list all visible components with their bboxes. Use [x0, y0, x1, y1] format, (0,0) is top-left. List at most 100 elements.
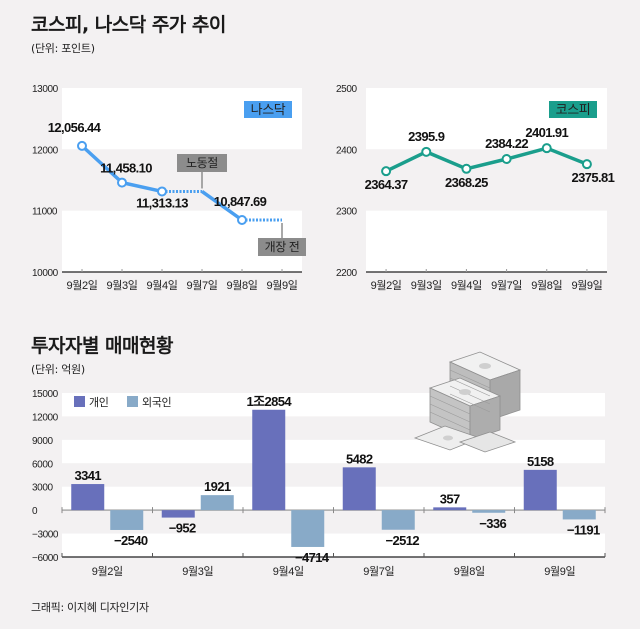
nasdaq-data-label: 11,458.10: [100, 161, 152, 176]
x-tick-label: 9월7일: [363, 564, 394, 578]
nasdaq-line: [200, 190, 244, 222]
foreign-data-label: −2512: [385, 533, 419, 548]
grid-band: [62, 88, 302, 150]
unit-label-won: (단위: 억원): [31, 363, 85, 376]
y-tick-label: 0: [32, 506, 38, 517]
kospi-data-label: 2364.37: [365, 177, 408, 192]
foreign-legend-swatch: [127, 396, 138, 407]
foreign-legend-label: 외국인: [142, 396, 171, 409]
nasdaq-point: [77, 140, 87, 151]
grid-band: [62, 463, 605, 487]
foreign-bar: [200, 495, 234, 511]
foreign-bar: [381, 510, 415, 530]
individual-data-label: 5158: [527, 454, 554, 469]
nasdaq-point: [157, 186, 167, 197]
individual-bar: [433, 507, 467, 511]
kospi-point: [501, 154, 512, 165]
section-title-investors: 투자자별 매매현황: [31, 335, 173, 357]
foreign-data-label: −2540: [114, 533, 148, 548]
kospi-point: [381, 166, 392, 177]
x-tick-label: 9월4일: [147, 278, 178, 292]
x-tick-label: 9월4일: [273, 564, 304, 578]
y-tick-label: 6000: [32, 459, 53, 470]
foreign-bar: [110, 510, 144, 530]
nasdaq-chart: 13000 12000 11000 10000 9월2일 9월3일 9월4일 9월7일 9월8일…: [32, 84, 306, 292]
kospi-line: [385, 146, 588, 173]
kospi-point: [541, 143, 552, 154]
individual-legend-swatch: [74, 396, 85, 407]
x-tick-label: 9월9일: [544, 564, 575, 578]
x-tick-label: 9월3일: [107, 278, 138, 292]
preopen-annotation-box: [258, 238, 306, 256]
y-tick-label: 11000: [32, 207, 58, 218]
holiday-annotation-label: 노동절: [186, 156, 218, 170]
x-tick-label: 9월3일: [182, 564, 213, 578]
x-tick-label: 9월9일: [267, 278, 298, 292]
y-tick-label: 2200: [336, 268, 357, 279]
nasdaq-point: [117, 177, 127, 188]
legend-badge: [549, 101, 597, 118]
individual-bar: [161, 510, 195, 518]
foreign-data-label: −1191: [567, 522, 600, 537]
x-tick-label: 9월2일: [92, 564, 123, 578]
kospi-data-label: 2375.81: [572, 170, 615, 185]
y-tick-label: 2300: [336, 207, 357, 218]
y-tick-label: 2500: [336, 84, 357, 95]
x-tick-label: 9월2일: [371, 278, 402, 292]
x-tick-label: 9월9일: [571, 278, 602, 292]
kospi-chart: 2500 2400 2300 2200 9월2일 9월3일 9월4일 9월7일 9월8일 9월9일…: [336, 84, 615, 292]
y-tick-label: −6000: [32, 553, 59, 564]
legend-badge-label: 나스닥: [251, 102, 286, 117]
y-tick-label: 10000: [32, 268, 59, 279]
preopen-annotation-label: 개장 전: [265, 240, 300, 254]
x-tick-label: 9월4일: [451, 278, 482, 292]
holiday-annotation-box: [177, 154, 227, 172]
grid-band: [366, 210, 607, 272]
y-tick-label: 3000: [32, 483, 53, 494]
y-tick-label: 12000: [32, 412, 59, 423]
legend-badge: [244, 101, 292, 118]
y-tick-label: 13000: [32, 84, 59, 95]
nasdaq-data-label: 10,847.69: [214, 194, 267, 209]
foreign-bar: [562, 510, 596, 520]
individual-legend-label: 개인: [89, 396, 108, 409]
grid-band: [366, 88, 607, 150]
foreign-bar: [472, 510, 506, 513]
individual-data-label: 357: [440, 491, 460, 506]
individual-data-label: −952: [169, 521, 196, 536]
foreign-data-label: −4714: [295, 550, 330, 565]
foreign-bar: [291, 510, 325, 547]
nasdaq-data-label: 11,313.13: [136, 195, 188, 210]
individual-bar: [252, 409, 286, 511]
x-tick-label: 9월8일: [531, 278, 562, 292]
y-tick-label: 15000: [32, 389, 59, 400]
grid-band: [366, 149, 607, 211]
x-tick-label: 9월7일: [491, 278, 522, 292]
kospi-point: [581, 159, 592, 170]
grid-band: [62, 486, 605, 511]
foreign-data-label: 1921: [204, 479, 231, 494]
foreign-data-label: −336: [479, 516, 506, 531]
y-tick-label: 2400: [336, 145, 357, 156]
individual-data-label: 5482: [346, 451, 373, 466]
nasdaq-data-label: 12,056.44: [48, 120, 102, 135]
page-title: 코스피, 나스닥 주가 추이: [31, 14, 226, 36]
individual-data-label: 1조2854: [246, 394, 292, 409]
individual-bar: [71, 484, 105, 511]
money-stack-illustration: [413, 351, 522, 453]
individual-data-label: 3341: [74, 468, 101, 483]
kospi-point: [461, 163, 472, 174]
x-tick-label: 9월3일: [411, 278, 442, 292]
kospi-data-label: 2368.25: [445, 175, 488, 190]
graphic-credit: 그래픽: 이지혜 디자인기자: [31, 601, 149, 614]
kospi-data-label: 2401.91: [525, 125, 568, 140]
individual-bar: [342, 467, 376, 511]
investor-bar-chart: 15000 12000 9000 6000 3000 0 −3000 −6000 9월2일 334…: [32, 389, 606, 578]
y-tick-label: 9000: [32, 436, 53, 447]
kospi-data-label: 2384.22: [485, 136, 528, 151]
x-tick-label: 9월8일: [454, 564, 485, 578]
grid-band: [62, 439, 605, 464]
grid-band: [62, 416, 605, 440]
x-tick-label: 9월2일: [67, 278, 98, 292]
